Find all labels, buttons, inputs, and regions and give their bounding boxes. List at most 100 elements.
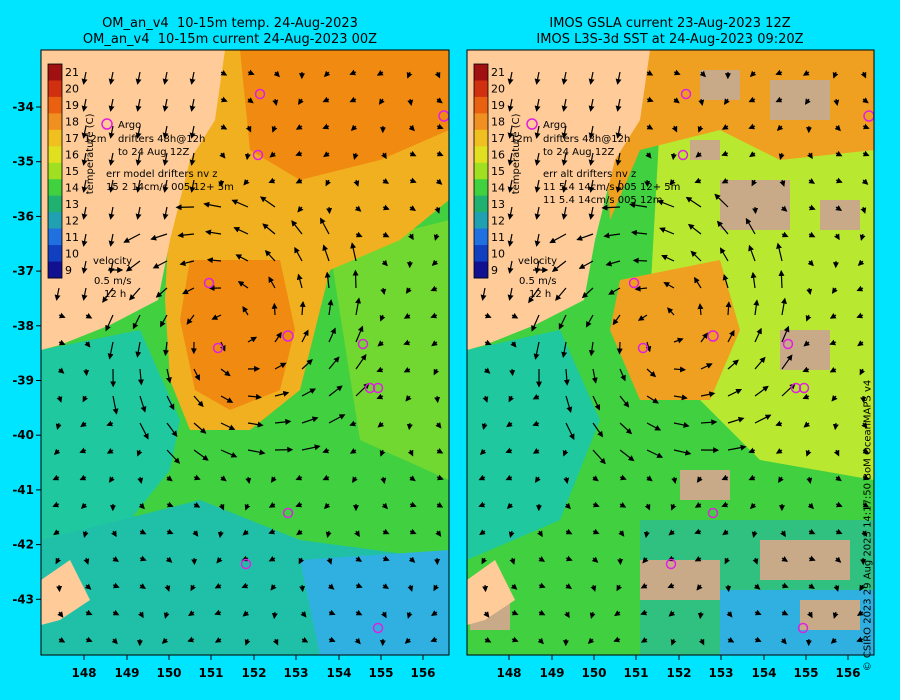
current-arrow	[433, 368, 440, 376]
current-arrow	[808, 583, 815, 590]
current-arrow	[753, 299, 760, 316]
current-arrow	[726, 611, 733, 618]
current-arrow	[299, 300, 306, 316]
current-arrow	[112, 609, 120, 616]
current-arrow	[105, 314, 114, 332]
colorbar-segment	[48, 261, 62, 279]
current-arrow	[326, 557, 333, 565]
current-arrow	[831, 287, 838, 294]
colorbar-tick-label: 12	[65, 214, 79, 227]
current-arrow	[162, 98, 169, 112]
left-map-frame	[40, 49, 450, 656]
current-arrow	[268, 502, 276, 508]
current-arrow	[378, 98, 385, 105]
current-arrow	[534, 476, 541, 483]
current-arrow	[561, 125, 568, 139]
colorbar-tick-label: 14	[491, 181, 505, 194]
current-arrow	[296, 273, 303, 289]
current-arrow	[644, 503, 651, 511]
current-arrow	[673, 449, 692, 456]
current-arrow	[220, 422, 236, 431]
current-arrow	[247, 336, 258, 343]
current-arrow	[511, 636, 519, 643]
current-arrow	[694, 502, 702, 508]
longitude-tick-label: 152	[241, 666, 266, 680]
current-arrow	[274, 362, 287, 370]
current-arrow	[436, 123, 444, 130]
current-arrow	[538, 556, 546, 562]
current-arrow	[434, 71, 441, 79]
current-arrow	[482, 395, 489, 403]
current-arrow	[802, 366, 810, 373]
colorbar-tick-label: 10	[65, 247, 79, 260]
current-arrow	[510, 583, 518, 590]
current-arrow	[532, 393, 540, 400]
colorbar-tick-label: 13	[491, 198, 505, 211]
current-arrow	[561, 98, 568, 112]
left-warm-core	[180, 260, 295, 410]
current-arrow	[507, 71, 514, 85]
current-arrow	[506, 421, 513, 428]
current-arrow	[164, 584, 171, 592]
current-arrow	[325, 179, 332, 187]
current-arrow	[587, 637, 595, 644]
current-arrow	[612, 314, 621, 326]
argo-float-marker	[680, 88, 692, 100]
left-panel-title: OM_an_v4 10-15m temp. 24-Aug-2023 OM_an_v…	[40, 16, 420, 48]
current-arrow	[749, 502, 757, 510]
current-arrow	[721, 177, 729, 184]
current-arrow	[751, 530, 758, 538]
current-arrow	[81, 233, 88, 247]
left-title-line1: OM_an_v4 10-15m temp. 24-Aug-2023	[102, 16, 358, 31]
colorbar-tick-label: 16	[65, 149, 79, 162]
current-arrow	[533, 341, 540, 360]
current-arrow	[301, 329, 309, 343]
right-title-line1: IMOS GSLA current 23-Aug-2023 12Z	[549, 16, 791, 31]
current-arrow	[155, 287, 168, 298]
longitude-tick-label: 151	[198, 666, 223, 680]
current-arrow	[832, 422, 839, 431]
current-arrow	[112, 395, 119, 415]
current-arrow	[163, 611, 170, 619]
current-arrow	[177, 232, 195, 239]
current-arrow	[659, 227, 675, 235]
current-arrow	[189, 152, 196, 166]
colorbar-segment	[474, 64, 488, 81]
current-arrow	[123, 233, 141, 243]
current-arrow	[775, 96, 783, 103]
longitude-tick-label: 149	[114, 666, 139, 680]
argo-float-marker	[254, 88, 266, 100]
current-arrow	[478, 501, 486, 508]
current-arrow	[108, 98, 115, 112]
current-arrow	[507, 152, 514, 166]
current-arrow	[139, 422, 149, 440]
current-arrow	[301, 359, 313, 370]
left-coastal-water	[41, 330, 180, 560]
current-arrow	[507, 179, 514, 193]
current-arrow	[754, 356, 766, 370]
current-arrow	[506, 502, 514, 510]
current-arrow	[808, 231, 816, 238]
current-arrow	[139, 555, 147, 562]
current-arrow	[295, 124, 303, 130]
current-arrow	[643, 530, 650, 539]
longitude-tick-label: 153	[283, 666, 308, 680]
current-arrow	[507, 206, 514, 220]
current-arrow	[380, 476, 387, 485]
current-arrow	[727, 416, 745, 424]
current-arrow	[405, 395, 412, 402]
longitude-tick-label: 148	[496, 666, 521, 680]
current-arrow	[857, 610, 864, 617]
current-arrow	[780, 205, 788, 212]
current-arrow	[615, 98, 622, 112]
current-arrow	[646, 96, 654, 103]
current-arrow	[721, 474, 729, 481]
current-arrow	[297, 205, 304, 213]
current-arrow	[694, 528, 702, 535]
current-arrow	[56, 584, 63, 593]
current-arrow	[430, 285, 438, 292]
current-arrow	[353, 179, 360, 187]
current-arrow	[271, 125, 278, 133]
current-arrow	[135, 98, 142, 112]
current-arrow	[534, 179, 541, 193]
